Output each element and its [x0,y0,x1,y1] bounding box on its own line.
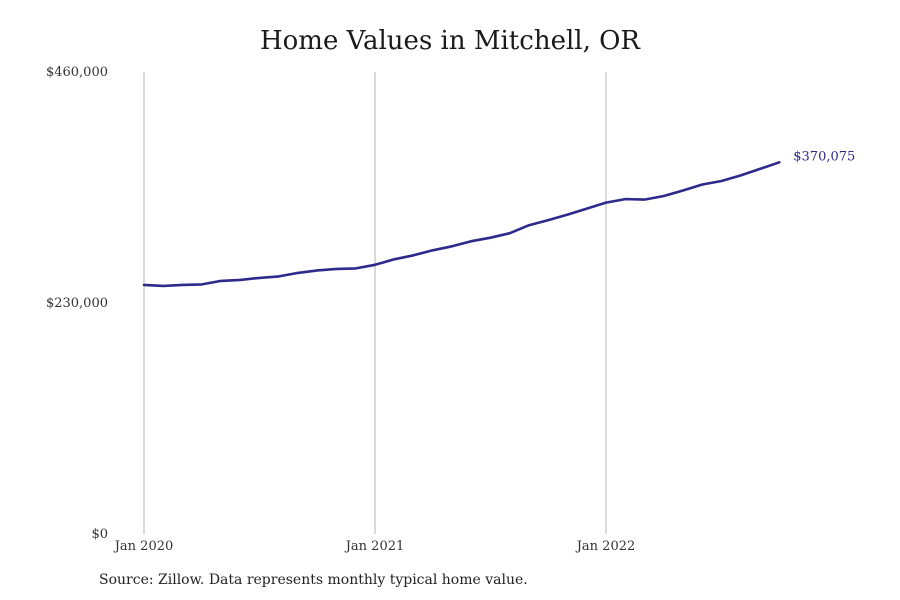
x-axis: Jan 2020 Jan 2021 Jan 2022 [113,539,636,554]
y-tick-label: $0 [91,527,108,542]
source-note: Source: Zillow. Data represents monthly … [99,572,528,588]
series-line [142,161,781,288]
y-axis: $0 $230,000 $460,000 [46,65,108,542]
end-value-label: $370,075 [793,149,855,164]
x-tick-label: Jan 2022 [575,539,636,554]
series-layer: $370,075 [142,149,855,288]
grid-lines [143,72,607,534]
x-tick-label: Jan 2021 [344,539,405,554]
x-tick-label: Jan 2020 [113,539,174,554]
chart-title: Home Values in Mitchell, OR [259,26,641,56]
y-tick-label: $460,000 [46,65,108,80]
y-tick-label: $230,000 [46,296,108,311]
